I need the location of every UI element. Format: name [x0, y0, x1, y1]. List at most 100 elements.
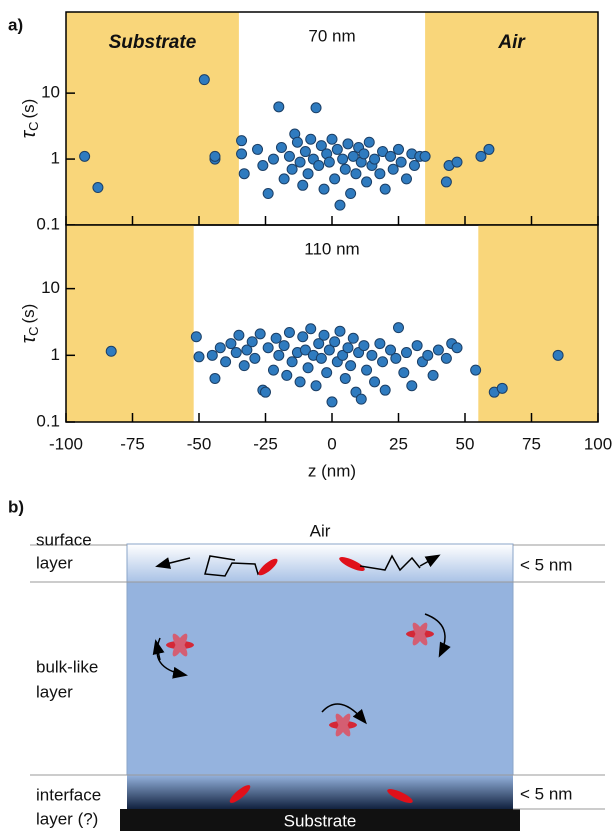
point — [419, 150, 431, 162]
x-tick-label: 75 — [522, 434, 541, 453]
point — [432, 344, 444, 356]
layer-label: surface — [36, 530, 92, 549]
point — [323, 156, 335, 168]
point — [347, 150, 359, 162]
arrow — [419, 554, 441, 568]
point — [427, 369, 439, 381]
arrow — [152, 639, 165, 661]
bulk-layer — [126, 581, 514, 776]
point — [400, 347, 412, 359]
point — [337, 153, 349, 165]
y-tick-label: 10 — [41, 278, 60, 297]
point — [451, 342, 463, 354]
point — [393, 143, 404, 155]
point — [451, 156, 463, 168]
arrow — [155, 557, 191, 569]
point — [369, 376, 381, 388]
point — [297, 331, 309, 343]
point — [190, 331, 202, 343]
point — [283, 326, 295, 338]
point — [318, 329, 330, 341]
point — [345, 188, 357, 200]
y-tick-label: 10 — [41, 83, 60, 102]
arrow — [321, 703, 367, 725]
point — [377, 146, 389, 158]
point — [337, 349, 349, 361]
point — [236, 135, 248, 147]
y-tick-label: 0.1 — [36, 214, 60, 233]
diagram: b) Air surface layer bulk-like layer int… — [8, 497, 605, 831]
point — [315, 140, 327, 152]
point — [225, 338, 237, 350]
point — [358, 340, 370, 352]
surface-layer — [126, 543, 514, 583]
point — [302, 362, 314, 374]
point — [361, 364, 373, 376]
trajectory — [359, 554, 421, 572]
point — [387, 163, 399, 175]
region-label: Substrate — [109, 32, 197, 53]
molecule — [387, 789, 413, 803]
point — [267, 364, 279, 376]
point — [339, 372, 351, 384]
point — [302, 168, 314, 180]
point — [411, 340, 423, 352]
point — [198, 74, 210, 86]
point — [406, 380, 418, 392]
substrate-label: Substrate — [284, 811, 357, 830]
layer-label: bulk-like — [36, 657, 98, 676]
point — [278, 340, 290, 352]
point — [483, 143, 495, 155]
point — [291, 136, 303, 148]
point — [262, 342, 274, 354]
point — [105, 345, 117, 357]
molecule — [339, 557, 365, 571]
layer-label: layer — [36, 682, 73, 701]
x-axis-label: z (nm) — [308, 461, 356, 480]
point — [273, 349, 285, 361]
point — [283, 150, 295, 162]
x-tick-label: 25 — [389, 434, 408, 453]
point — [79, 150, 91, 162]
point — [323, 344, 335, 356]
point — [329, 173, 341, 185]
point — [422, 349, 434, 361]
x-tick-label: 0 — [327, 434, 336, 453]
point — [334, 199, 346, 211]
point — [321, 367, 333, 379]
point — [257, 159, 269, 171]
thickness-label: < 5 nm — [520, 784, 572, 803]
point — [315, 352, 327, 364]
y-axis-label: τC (s) — [18, 304, 41, 344]
point — [310, 380, 322, 392]
point — [318, 183, 330, 195]
point — [249, 352, 261, 364]
point — [374, 168, 386, 180]
molecule — [229, 785, 251, 803]
point — [470, 364, 482, 376]
molecule — [166, 633, 194, 657]
point — [230, 347, 242, 359]
thickness-label: < 5 nm — [520, 555, 572, 574]
point — [214, 342, 226, 354]
point — [377, 356, 389, 368]
point — [206, 349, 218, 361]
point — [233, 329, 245, 341]
point — [358, 148, 370, 160]
layer-label: layer (?) — [36, 809, 98, 828]
point — [475, 150, 487, 162]
point — [400, 173, 412, 185]
point — [366, 349, 378, 361]
point — [262, 188, 274, 200]
point — [393, 322, 404, 334]
point — [385, 150, 397, 162]
annotation: 110 nm — [304, 239, 359, 258]
point — [286, 163, 298, 175]
point — [379, 183, 391, 195]
y-tick-label: 1 — [51, 149, 60, 168]
point — [390, 352, 402, 364]
molecule — [329, 713, 357, 737]
